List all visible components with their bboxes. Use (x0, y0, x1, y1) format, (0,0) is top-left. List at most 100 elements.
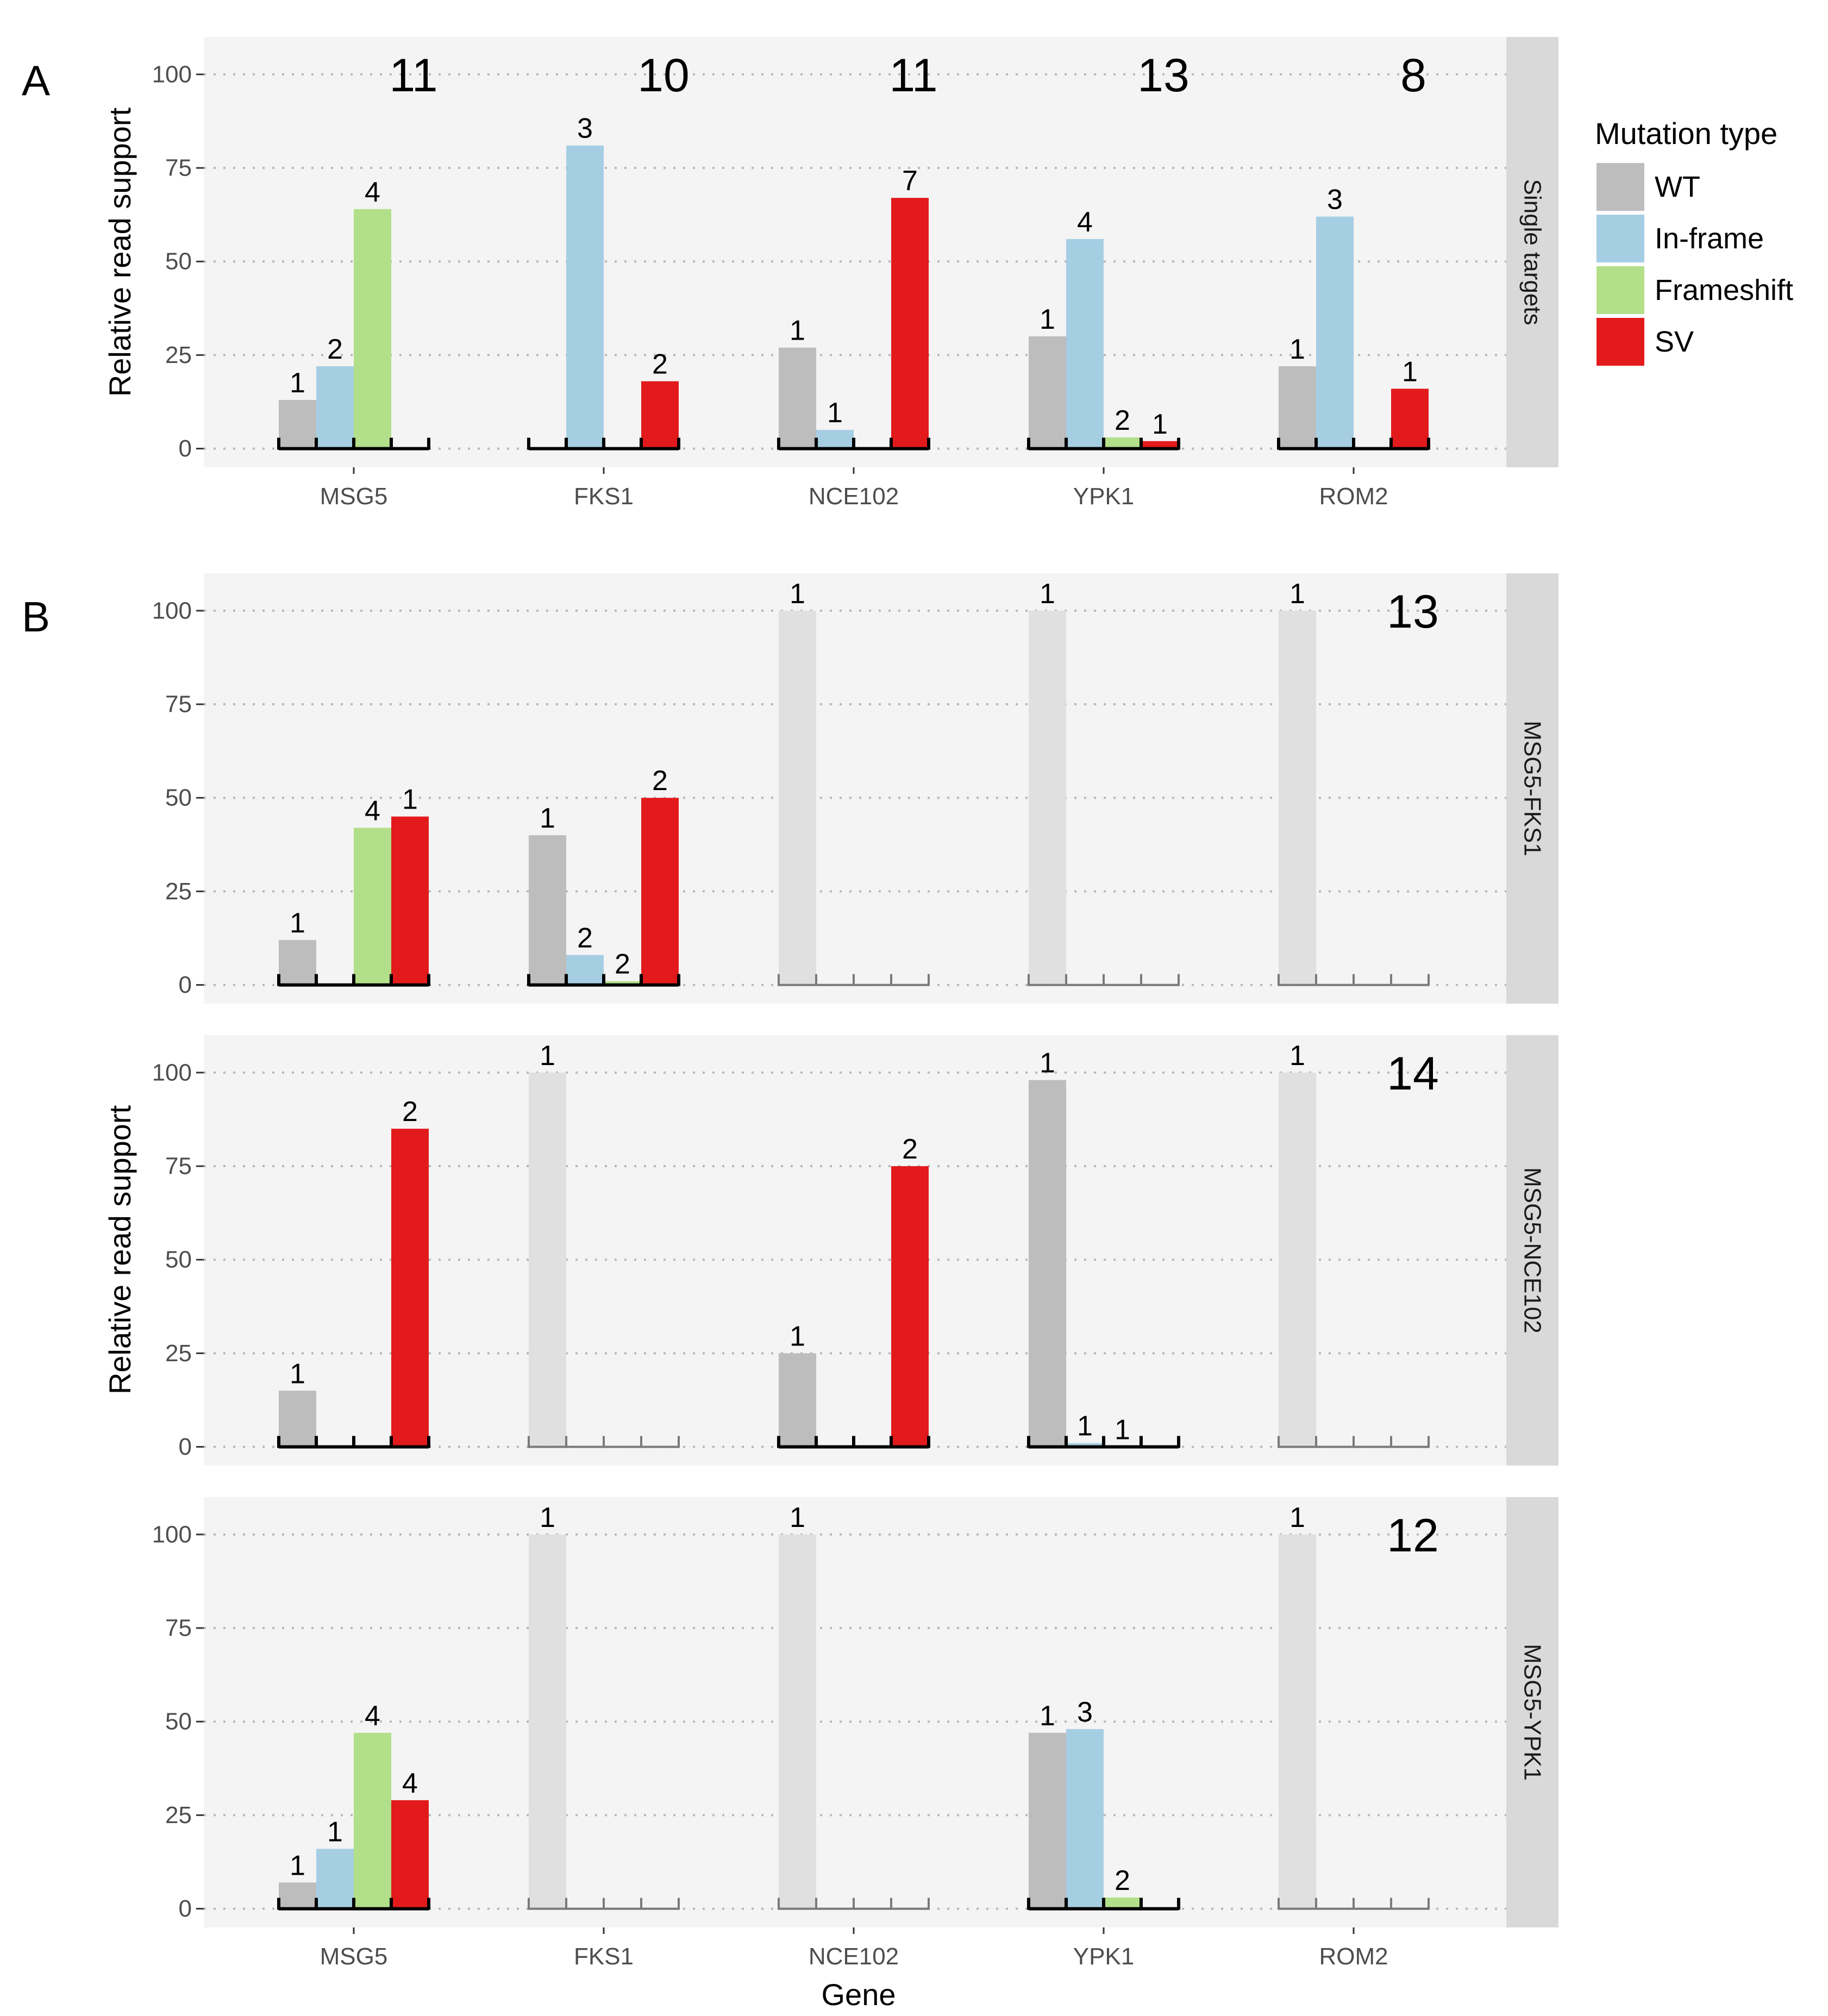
facet-strip-label: Single targets (1519, 179, 1546, 325)
y-tick-label: 25 (165, 1802, 192, 1829)
bar-count-label: 1 (790, 315, 805, 347)
bar-count-label: 2 (577, 922, 593, 954)
bar-count-label: 1 (1402, 356, 1418, 387)
bar-count-label: 1 (290, 1850, 305, 1881)
x-tick-label: YPK1 (1073, 1943, 1135, 1970)
bar (1066, 1443, 1104, 1447)
untargeted-bar (529, 1072, 566, 1447)
y-tick-label: 50 (165, 1247, 192, 1273)
bar-count-label: 1 (1289, 334, 1305, 365)
x-tick-label: MSG5 (320, 483, 388, 510)
sample-count-label: 11 (889, 49, 937, 102)
bar-count-label: 1 (1289, 578, 1305, 610)
bar (279, 1391, 316, 1447)
bar-count-label: 2 (902, 1134, 918, 1165)
bar (891, 198, 929, 449)
y-tick-label: 0 (179, 972, 192, 998)
bar (354, 1732, 391, 1909)
bar-count-label: 3 (1327, 184, 1343, 216)
bar-count-label: 2 (652, 765, 668, 797)
bar (354, 209, 391, 449)
bar (566, 955, 604, 985)
bar (529, 835, 566, 985)
untargeted-bar (1279, 1534, 1316, 1909)
x-tick-label: ROM2 (1319, 1943, 1388, 1970)
bar-count-label: 1 (790, 1320, 805, 1352)
legend-label: Frameshift (1655, 274, 1793, 306)
bar (779, 347, 816, 449)
x-tick-label: NCE102 (809, 1943, 899, 1970)
bar-count-label: 1 (290, 367, 305, 399)
x-tick-label: FKS1 (574, 1943, 634, 1970)
legend-label: SV (1655, 325, 1694, 358)
bar-count-label: 1 (1289, 1502, 1305, 1533)
y-tick-label: 0 (179, 1895, 192, 1922)
bar-count-label: 1 (540, 1502, 555, 1533)
x-tick-label: MSG5 (320, 1943, 388, 1970)
bar (1029, 1080, 1066, 1447)
facet-strip (1506, 573, 1558, 1004)
sample-count-label: 10 (637, 49, 690, 102)
untargeted-bar (779, 610, 816, 985)
bar (779, 1353, 816, 1447)
x-tick-label: ROM2 (1319, 483, 1388, 510)
legend-label: WT (1655, 171, 1700, 203)
bar-count-label: 1 (1040, 1700, 1055, 1732)
bar-count-label: 4 (402, 1768, 418, 1799)
bar-count-label: 2 (1115, 1865, 1130, 1896)
facet-strip (1506, 1035, 1558, 1466)
untargeted-bar (1279, 610, 1316, 985)
bar (641, 381, 679, 449)
panel-letter-b: B (22, 593, 50, 641)
legend-label: In-frame (1655, 222, 1764, 255)
y-tick-label: 75 (165, 1615, 192, 1642)
bar (1029, 1732, 1066, 1909)
y-tick-label: 0 (179, 435, 192, 462)
sample-count-label: 12 (1387, 1510, 1439, 1562)
bar (391, 1129, 429, 1447)
bar-count-label: 1 (790, 1502, 805, 1533)
bar (391, 1800, 429, 1909)
y-axis-title: Relative read support (103, 107, 137, 397)
bar (1029, 336, 1066, 449)
bar (1104, 1897, 1141, 1909)
bar-count-label: 1 (1040, 1048, 1055, 1079)
bar (316, 366, 354, 449)
bar-count-label: 3 (1077, 1696, 1093, 1728)
y-tick-label: 50 (165, 1708, 192, 1735)
y-axis-title: Relative read support (103, 1105, 137, 1394)
sample-count-label: 13 (1137, 49, 1190, 102)
x-tick-label: YPK1 (1073, 483, 1135, 510)
bar (891, 1166, 929, 1447)
y-tick-label: 75 (165, 1153, 192, 1180)
bar (816, 430, 854, 449)
sample-count-label: 13 (1387, 586, 1439, 638)
legend-swatch (1597, 318, 1644, 366)
bar-count-label: 4 (365, 795, 380, 827)
bar-count-label: 1 (1077, 1411, 1093, 1442)
sample-count-label: 11 (389, 49, 437, 102)
facet-strip-label: MSG5-NCE102 (1519, 1167, 1546, 1333)
untargeted-bar (1029, 610, 1066, 985)
bar (279, 940, 316, 985)
bar (354, 828, 391, 985)
bar (641, 798, 679, 985)
panel-letter-a: A (22, 57, 50, 104)
bar-count-label: 1 (327, 1816, 343, 1848)
legend-swatch (1597, 266, 1644, 314)
y-tick-label: 100 (152, 61, 192, 87)
y-tick-label: 75 (165, 155, 192, 181)
bar (279, 400, 316, 449)
y-tick-label: 50 (165, 785, 192, 811)
bar-count-label: 1 (790, 578, 805, 610)
y-tick-label: 25 (165, 1340, 192, 1367)
bar (566, 145, 604, 449)
untargeted-bar (529, 1534, 566, 1909)
bar-count-label: 1 (827, 397, 843, 429)
bar (1104, 437, 1141, 449)
y-tick-label: 100 (152, 1521, 192, 1548)
bar (391, 816, 429, 985)
bar (604, 981, 641, 985)
bar-count-label: 7 (902, 165, 918, 197)
